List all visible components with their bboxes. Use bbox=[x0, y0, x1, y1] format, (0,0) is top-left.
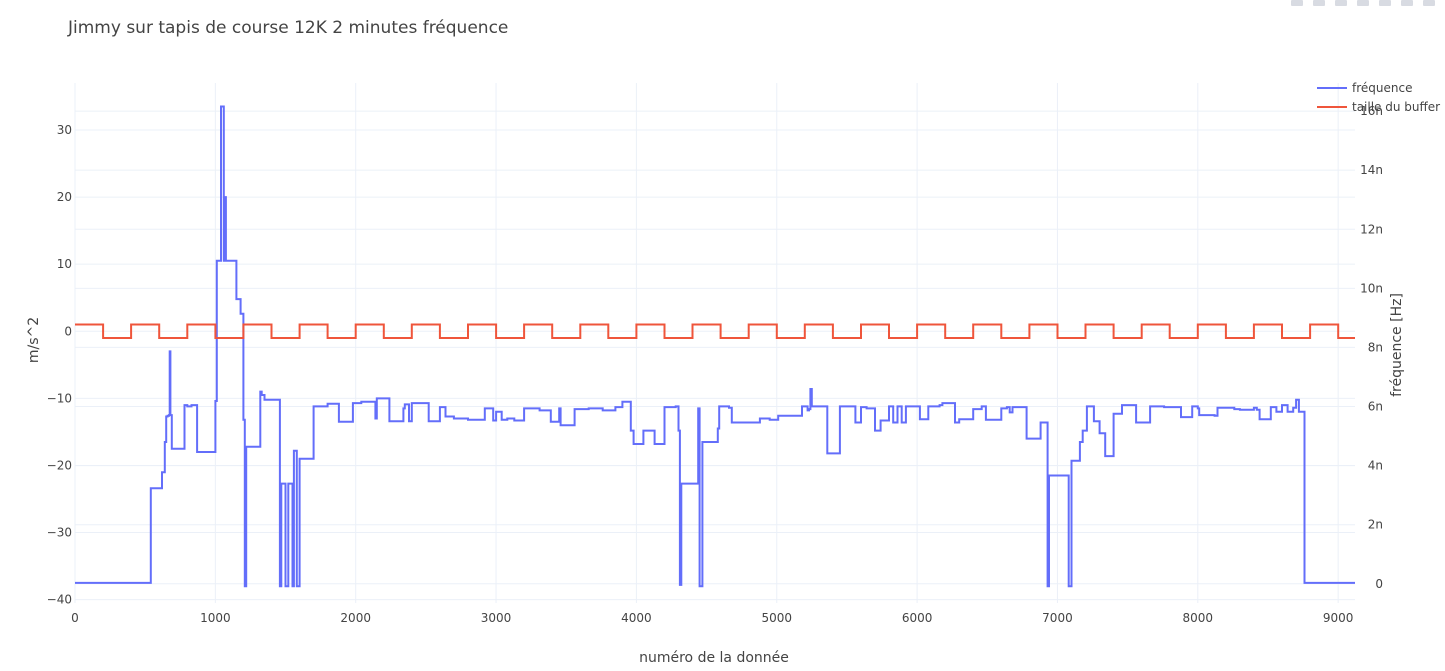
chart-title: Jimmy sur tapis de course 12K 2 minutes … bbox=[67, 18, 508, 38]
y-tick-label: 30 bbox=[57, 123, 72, 137]
y2-tick-label: 4n bbox=[1368, 459, 1383, 473]
y2-tick-label: 14n bbox=[1360, 163, 1383, 177]
y2-tick-label: 6n bbox=[1368, 400, 1383, 414]
zoom-icon[interactable] bbox=[1291, 0, 1303, 6]
y2-tick-label: 8n bbox=[1368, 340, 1383, 354]
x-tick-label: 5000 bbox=[761, 611, 792, 625]
zoom-out-icon[interactable] bbox=[1357, 0, 1369, 6]
x-tick-label: 2000 bbox=[340, 611, 371, 625]
y2-axis-title: fréquence [Hz] bbox=[1389, 293, 1405, 397]
legend-item-taille-du-buffer[interactable]: taille du buffer bbox=[1317, 100, 1440, 114]
x-tick-label: 3000 bbox=[481, 611, 512, 625]
y-tick-label: −40 bbox=[47, 593, 72, 607]
y-tick-label: 0 bbox=[64, 324, 72, 338]
zoom-in-icon[interactable] bbox=[1335, 0, 1347, 6]
legend-item-frequence[interactable]: fréquence bbox=[1317, 81, 1412, 95]
x-tick-label: 1000 bbox=[200, 611, 231, 625]
plotly-logo-icon[interactable] bbox=[1423, 0, 1435, 6]
series-line-frequence[interactable] bbox=[75, 105, 1355, 588]
y2-tick-label: 0 bbox=[1375, 577, 1383, 591]
y-tick-label: −30 bbox=[47, 526, 72, 540]
y-axis: −40 −30 −20 −10 0 10 20 30 bbox=[47, 123, 72, 607]
plot-area[interactable] bbox=[75, 105, 1355, 588]
y-tick-label: 10 bbox=[57, 257, 72, 271]
y2-tick-label: 10n bbox=[1360, 281, 1383, 295]
x-tick-label: 9000 bbox=[1323, 611, 1354, 625]
series-line-taille-du-buffer[interactable] bbox=[75, 323, 1355, 339]
x-tick-label: 6000 bbox=[902, 611, 933, 625]
y-tick-label: 20 bbox=[57, 190, 72, 204]
y-tick-label: −20 bbox=[47, 458, 72, 472]
modebar[interactable] bbox=[1291, 0, 1435, 8]
autoscale-icon[interactable] bbox=[1379, 0, 1391, 6]
pan-icon[interactable] bbox=[1313, 0, 1325, 6]
x-tick-label: 8000 bbox=[1183, 611, 1214, 625]
x-tick-label: 7000 bbox=[1042, 611, 1073, 625]
legend-label-frequence: fréquence bbox=[1352, 81, 1412, 95]
y2-tick-label: 16n bbox=[1360, 104, 1383, 118]
legend-label-taille-du-buffer: taille du buffer bbox=[1352, 100, 1440, 114]
y2-axis: 0 2n 4n 6n 8n 10n 12n 14n 16n bbox=[1360, 104, 1383, 591]
x-tick-label: 0 bbox=[71, 611, 79, 625]
x-axis: 0 1000 2000 3000 4000 5000 6000 7000 8000 9000 bbox=[71, 611, 1353, 625]
y2-tick-label: 2n bbox=[1368, 518, 1383, 532]
x-tick-label: 4000 bbox=[621, 611, 652, 625]
y-tick-label: −10 bbox=[47, 391, 72, 405]
legend[interactable]: fréquence taille du buffer bbox=[1317, 81, 1440, 114]
y2-tick-label: 12n bbox=[1360, 222, 1383, 236]
y-axis-title: m/s^2 bbox=[26, 317, 42, 363]
grid bbox=[74, 83, 1355, 603]
reset-axes-icon[interactable] bbox=[1401, 0, 1413, 6]
x-axis-title: numéro de la donnée bbox=[639, 650, 789, 666]
